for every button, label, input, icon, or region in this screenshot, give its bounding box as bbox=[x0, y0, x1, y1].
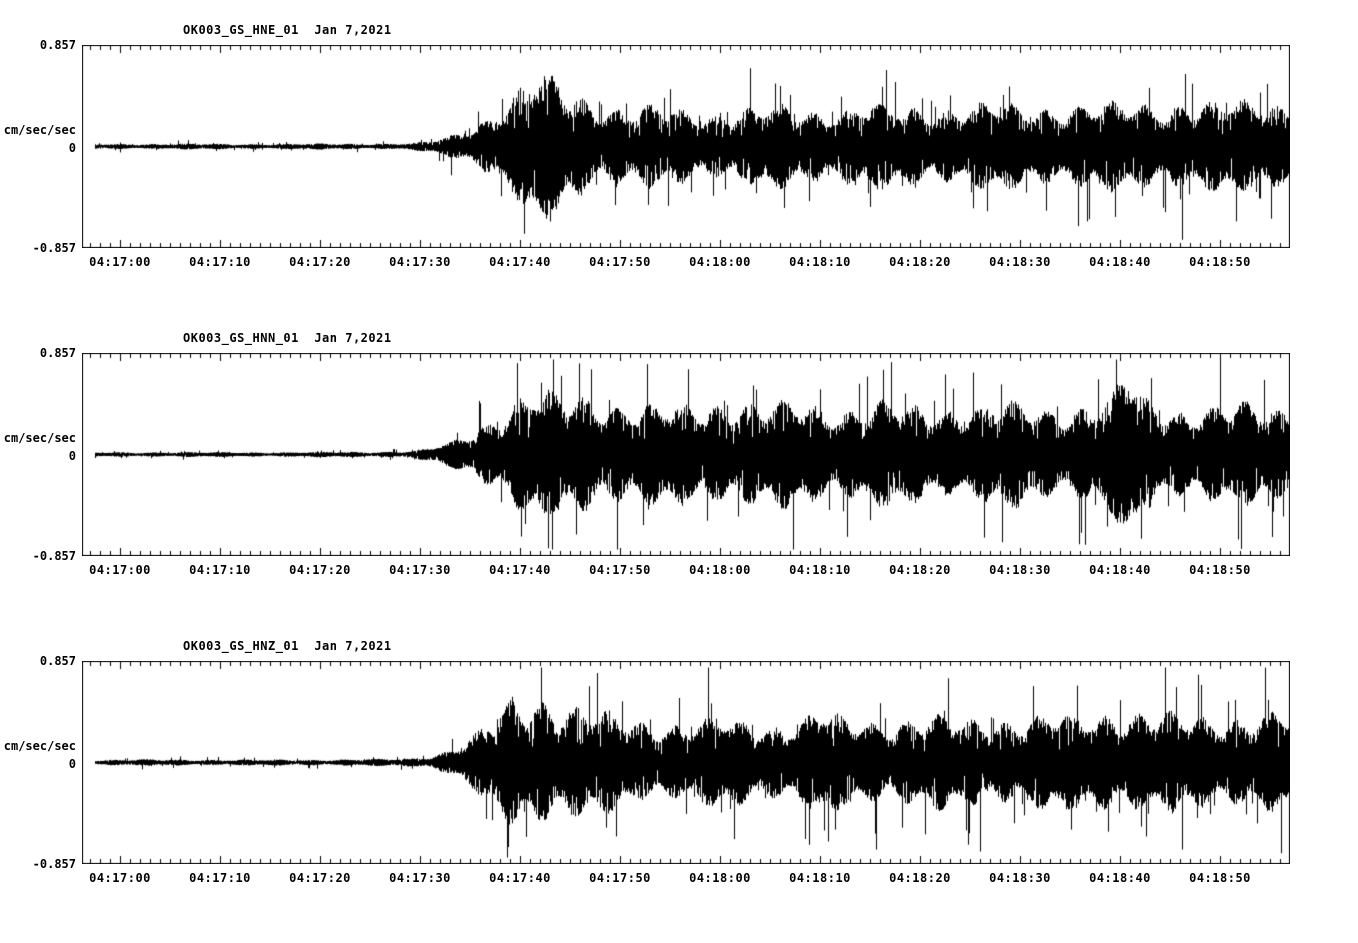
x-tick-label: 04:17:10 bbox=[189, 871, 251, 885]
x-tick-label: 04:17:30 bbox=[389, 255, 451, 269]
x-tick-label: 04:17:20 bbox=[289, 255, 351, 269]
x-tick-label: 04:18:10 bbox=[789, 255, 851, 269]
x-tick-label: 04:17:00 bbox=[89, 871, 151, 885]
seismogram-chart-hnz: OK003_GS_HNZ_01 Jan 7,2021 0.857 cm/sec/… bbox=[0, 635, 1358, 885]
y-max-label: 0.857 bbox=[39, 346, 76, 360]
x-tick-label: 04:17:40 bbox=[489, 871, 551, 885]
x-axis-ticks: 04:17:00 04:17:10 04:17:20 04:17:30 04:17:40… bbox=[82, 248, 1290, 272]
y-max-label: 0.857 bbox=[39, 654, 76, 668]
x-tick-label: 04:17:50 bbox=[589, 255, 651, 269]
x-axis-ticks: 04:17:00 04:17:10 04:17:20 04:17:30 04:17:40… bbox=[82, 864, 1290, 888]
waveform-canvas bbox=[82, 353, 1290, 556]
plot-area: 04:17:00 04:17:10 04:17:20 04:17:30 04:17:40… bbox=[82, 353, 1290, 577]
x-tick-label: 04:18:20 bbox=[889, 255, 951, 269]
x-tick-label: 04:17:40 bbox=[489, 255, 551, 269]
x-tick-label: 04:18:50 bbox=[1189, 255, 1251, 269]
plot-area: 04:17:00 04:17:10 04:17:20 04:17:30 04:17:40… bbox=[82, 45, 1290, 269]
x-tick-label: 04:18:00 bbox=[689, 563, 751, 577]
y-axis-labels: 0.857 cm/sec/sec 0 -0.857 bbox=[0, 346, 82, 563]
x-tick-label: 04:17:40 bbox=[489, 563, 551, 577]
y-axis-unit-label: cm/sec/sec bbox=[3, 431, 76, 445]
y-axis-unit-label: cm/sec/sec bbox=[3, 739, 76, 753]
x-tick-label: 04:18:50 bbox=[1189, 871, 1251, 885]
x-tick-label: 04:17:50 bbox=[589, 563, 651, 577]
waveform-canvas bbox=[82, 45, 1290, 248]
x-tick-label: 04:18:20 bbox=[889, 871, 951, 885]
x-tick-label: 04:17:30 bbox=[389, 563, 451, 577]
x-tick-label: 04:18:00 bbox=[689, 255, 751, 269]
x-tick-label: 04:18:50 bbox=[1189, 563, 1251, 577]
plot-row: 0.857 cm/sec/sec 0 -0.857 04:17:00 04:17:… bbox=[0, 38, 1358, 269]
chart-title: OK003_GS_HNE_01 Jan 7,2021 bbox=[183, 23, 392, 37]
x-tick-label: 04:18:00 bbox=[689, 871, 751, 885]
x-tick-label: 04:17:10 bbox=[189, 255, 251, 269]
y-axis-labels: 0.857 cm/sec/sec 0 -0.857 bbox=[0, 38, 82, 255]
y-min-label: -0.857 bbox=[32, 857, 76, 871]
x-tick-label: 04:17:30 bbox=[389, 871, 451, 885]
plot-row: 0.857 cm/sec/sec 0 -0.857 04:17:00 04:17:… bbox=[0, 654, 1358, 885]
waveform-canvas bbox=[82, 661, 1290, 864]
y-zero-label: 0 bbox=[68, 757, 76, 771]
x-tick-label: 04:17:00 bbox=[89, 255, 151, 269]
x-tick-label: 04:18:10 bbox=[789, 871, 851, 885]
seismogram-chart-hne: OK003_GS_HNE_01 Jan 7,2021 0.857 cm/sec/… bbox=[0, 19, 1358, 269]
plot-row: 0.857 cm/sec/sec 0 -0.857 04:17:00 04:17:… bbox=[0, 346, 1358, 577]
x-tick-label: 04:18:30 bbox=[989, 871, 1051, 885]
chart-title: OK003_GS_HNZ_01 Jan 7,2021 bbox=[183, 639, 392, 653]
x-tick-label: 04:17:00 bbox=[89, 563, 151, 577]
x-tick-label: 04:18:30 bbox=[989, 563, 1051, 577]
seismogram-chart-hnn: OK003_GS_HNN_01 Jan 7,2021 0.857 cm/sec/… bbox=[0, 327, 1358, 577]
x-tick-label: 04:17:20 bbox=[289, 871, 351, 885]
x-tick-label: 04:18:40 bbox=[1089, 255, 1151, 269]
x-tick-label: 04:17:20 bbox=[289, 563, 351, 577]
x-tick-label: 04:17:50 bbox=[589, 871, 651, 885]
y-zero-label: 0 bbox=[68, 141, 76, 155]
y-min-label: -0.857 bbox=[32, 549, 76, 563]
y-max-label: 0.857 bbox=[39, 38, 76, 52]
y-axis-unit-label: cm/sec/sec bbox=[3, 123, 76, 137]
x-axis-ticks: 04:17:00 04:17:10 04:17:20 04:17:30 04:17:40… bbox=[82, 556, 1290, 580]
plot-area: 04:17:00 04:17:10 04:17:20 04:17:30 04:17:40… bbox=[82, 661, 1290, 885]
y-axis-labels: 0.857 cm/sec/sec 0 -0.857 bbox=[0, 654, 82, 871]
x-tick-label: 04:18:10 bbox=[789, 563, 851, 577]
x-tick-label: 04:17:10 bbox=[189, 563, 251, 577]
chart-title-row: OK003_GS_HNN_01 Jan 7,2021 bbox=[0, 327, 1358, 353]
x-tick-label: 04:18:40 bbox=[1089, 563, 1151, 577]
chart-title-row: OK003_GS_HNE_01 Jan 7,2021 bbox=[0, 19, 1358, 45]
y-zero-label: 0 bbox=[68, 449, 76, 463]
y-min-label: -0.857 bbox=[32, 241, 76, 255]
chart-title: OK003_GS_HNN_01 Jan 7,2021 bbox=[183, 331, 392, 345]
x-tick-label: 04:18:20 bbox=[889, 563, 951, 577]
x-tick-label: 04:18:40 bbox=[1089, 871, 1151, 885]
x-tick-label: 04:18:30 bbox=[989, 255, 1051, 269]
chart-title-row: OK003_GS_HNZ_01 Jan 7,2021 bbox=[0, 635, 1358, 661]
seismogram-page: { "page": { "background_color": "#ffffff… bbox=[0, 19, 1358, 943]
